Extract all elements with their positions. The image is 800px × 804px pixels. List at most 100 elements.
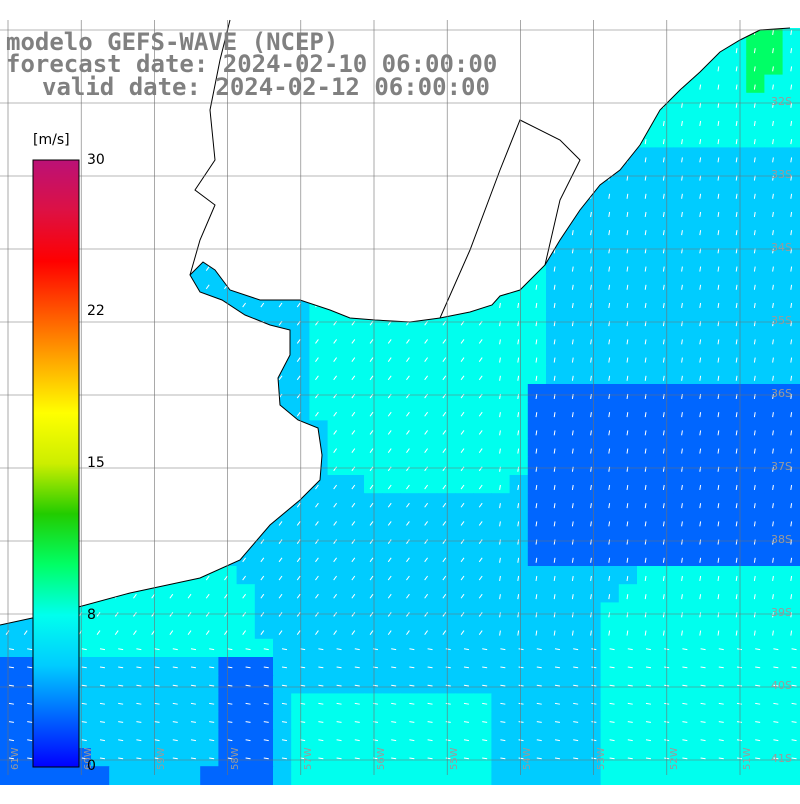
wind-cell	[782, 56, 800, 76]
wind-cell	[691, 220, 711, 239]
wind-cell	[564, 438, 583, 458]
wind-cell	[309, 402, 329, 421]
wind-cell	[0, 602, 19, 622]
wind-arrow	[717, 594, 720, 600]
wind-arrow	[478, 102, 483, 108]
wind-arrow	[662, 521, 665, 527]
wind-arrow	[406, 229, 410, 235]
wind-arrow	[736, 648, 743, 651]
wind-cell	[327, 547, 347, 567]
wind-cell	[382, 657, 401, 676]
wind-cell	[436, 220, 456, 239]
wind-arrow	[644, 139, 647, 145]
wind-cell	[145, 766, 165, 785]
wind-cell	[455, 620, 474, 640]
wind-arrow	[391, 702, 397, 705]
wind-arrow	[445, 757, 451, 760]
wind-arrow	[369, 521, 374, 526]
wind-cell	[345, 420, 365, 440]
wind-arrow	[772, 302, 774, 309]
wind-cell	[709, 657, 729, 676]
wind-cell	[600, 402, 620, 421]
wind-arrow	[205, 102, 210, 108]
wind-cell	[746, 365, 765, 385]
wind-cell	[637, 365, 656, 385]
wind-cell	[782, 420, 800, 440]
wind-arrow	[169, 593, 174, 599]
wind-cell	[618, 402, 638, 421]
wind-cell	[436, 493, 456, 512]
wind-arrow	[114, 357, 119, 362]
wind-cell	[309, 147, 329, 167]
wind-cell	[254, 602, 274, 622]
wind-arrow	[354, 684, 360, 687]
wind-arrow	[369, 157, 374, 162]
wind-cell	[36, 766, 56, 785]
wind-cell	[728, 584, 747, 603]
wind-arrow	[27, 648, 33, 651]
wind-arrow	[315, 557, 319, 563]
wind-arrow	[681, 230, 683, 236]
wind-cell	[0, 475, 19, 494]
wind-cell	[163, 584, 183, 603]
wind-arrow	[736, 721, 743, 723]
wind-cell	[182, 183, 201, 203]
wind-arrow	[535, 412, 538, 418]
wind-arrow	[626, 521, 629, 527]
wind-cell	[309, 529, 329, 549]
wind-arrow	[735, 594, 738, 600]
wind-cell	[91, 529, 110, 549]
wind-cell	[0, 766, 19, 785]
wind-cell	[527, 28, 547, 39]
wind-arrow	[23, 521, 28, 526]
wind-arrow	[245, 757, 251, 760]
wind-cell	[236, 165, 256, 185]
wind-cell	[163, 438, 183, 458]
wind-arrow	[772, 503, 774, 509]
wind-cell	[418, 256, 438, 276]
wind-arrow	[499, 84, 501, 90]
wind-cell	[309, 693, 329, 713]
wind-arrow	[187, 120, 192, 126]
wind-arrow	[315, 521, 319, 526]
wind-cell	[746, 111, 765, 130]
wind-arrow	[190, 739, 197, 742]
wind-cell	[746, 56, 765, 76]
wind-arrow	[315, 575, 319, 581]
wind-cell	[145, 329, 165, 349]
wind-cell	[182, 111, 201, 130]
wind-arrow	[478, 120, 483, 126]
wind-arrow	[96, 138, 101, 144]
wind-cell	[455, 693, 474, 713]
wind-cell	[382, 584, 401, 603]
wind-cell	[436, 202, 456, 221]
wind-cell	[582, 220, 602, 239]
wind-cell	[418, 711, 438, 731]
wind-arrow	[755, 666, 761, 669]
wind-arrow	[626, 630, 629, 636]
wind-arrow	[535, 120, 538, 127]
wind-cell	[145, 529, 165, 549]
wind-cell	[746, 293, 765, 312]
wind-cell	[364, 329, 383, 349]
wind-arrow	[554, 739, 561, 742]
wind-arrow	[517, 484, 520, 491]
wind-arrow	[114, 630, 119, 635]
wind-cell	[655, 202, 674, 221]
wind-arrow	[718, 666, 724, 669]
wind-cell	[254, 766, 274, 785]
wind-arrow	[590, 521, 592, 527]
wind-cell	[200, 384, 219, 403]
wind-cell	[746, 456, 765, 476]
wind-cell	[618, 493, 638, 512]
wind-cell	[273, 475, 292, 494]
wind-arrow	[478, 29, 483, 35]
wind-arrow	[96, 593, 101, 599]
wind-arrow	[351, 357, 356, 362]
wind-arrow	[517, 575, 520, 582]
wind-arrow	[296, 521, 301, 526]
wind-cell	[637, 748, 656, 767]
wind-cell	[436, 693, 456, 713]
wind-cell	[655, 165, 674, 185]
wind-arrow	[699, 48, 702, 54]
